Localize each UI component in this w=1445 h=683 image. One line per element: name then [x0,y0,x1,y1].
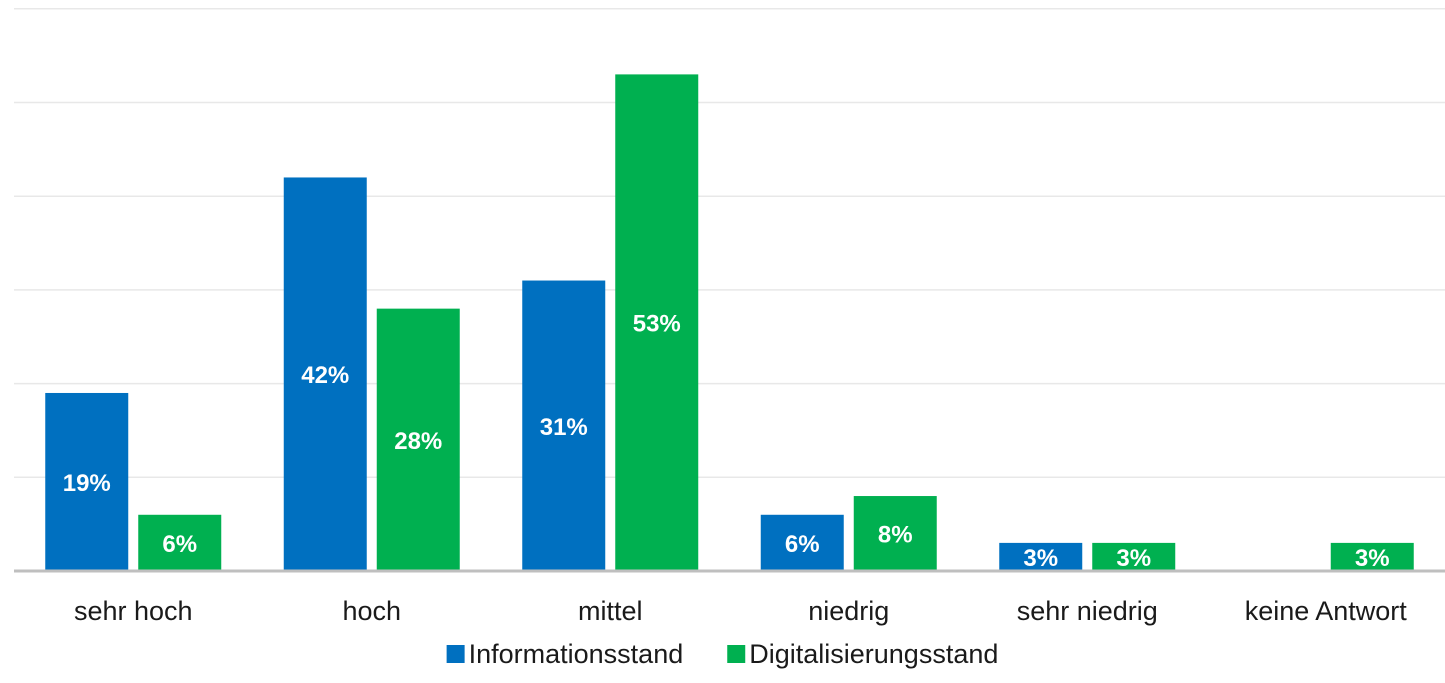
bar-digitalisierungsstand-niedrig [853,496,937,571]
data-label: 3% [1355,545,1390,572]
bar-informationsstand-hoch [283,177,367,571]
category-label: sehr niedrig [1017,596,1158,626]
legend: Informationsstand Digitalisierungsstand [446,639,998,669]
bar-informationsstand-mittel [522,280,606,571]
bar-digitalisierungsstand-keine-Antwort [1330,542,1414,571]
data-label: 8% [878,522,913,549]
data-label: 28% [394,428,442,455]
bar-digitalisierungsstand-sehr-hoch [138,514,222,571]
legend-swatch [727,645,746,663]
bar-labels: 19% 6% 42% 28% 31% 53% 6% 8% 3% 3% 3% [63,311,1390,572]
bar-digitalisierungsstand-hoch [376,308,460,571]
category-label: keine Antwort [1245,596,1408,626]
bars [45,74,1414,571]
bar-digitalisierungsstand-sehr-niedrig [1092,542,1176,571]
data-label: 3% [1116,545,1151,572]
data-label: 42% [301,362,349,389]
category-label: niedrig [808,596,889,626]
bar-digitalisierungsstand-mittel [615,74,699,571]
gridlines [14,8,1445,479]
bar-informationsstand-niedrig [760,514,844,571]
data-label: 6% [162,531,197,558]
category-label: mittel [578,596,643,626]
category-label: hoch [342,596,401,626]
data-label: 3% [1023,545,1058,572]
data-label: 31% [540,414,588,441]
legend-label: Informationsstand [469,639,684,669]
data-label: 6% [785,531,820,558]
data-label: 19% [63,470,111,497]
legend-label: Digitalisierungsstand [749,639,998,669]
bar-informationsstand-sehr-niedrig [999,542,1083,571]
data-label: 53% [633,311,681,338]
legend-swatch [446,645,465,663]
bar-informationsstand-sehr-hoch [45,392,129,571]
category-labels: sehr hoch hoch mittel niedrig sehr niedrig ke… [74,596,1407,626]
category-label: sehr hoch [74,596,193,626]
